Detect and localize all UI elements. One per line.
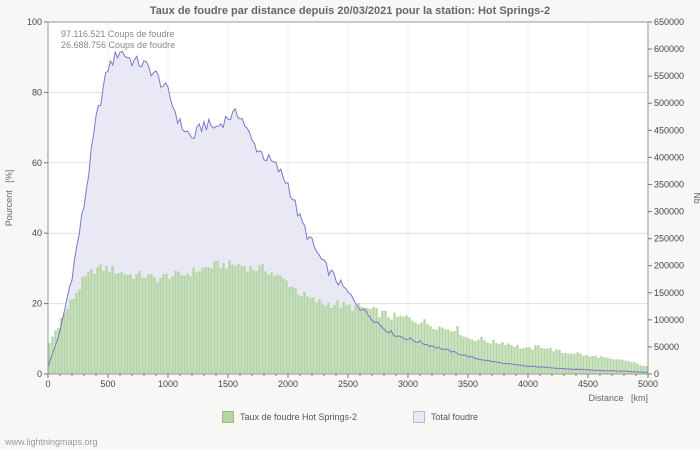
- svg-text:600000: 600000: [654, 44, 684, 54]
- svg-text:0: 0: [37, 369, 42, 379]
- svg-text:3500: 3500: [458, 379, 478, 389]
- svg-text:550000: 550000: [654, 71, 684, 81]
- annotation-line-2: 26.688.756 Coups de foudre: [61, 40, 176, 50]
- watermark: www.lightningmaps.org: [5, 437, 98, 447]
- svg-text:400000: 400000: [654, 152, 684, 162]
- svg-text:2500: 2500: [338, 379, 358, 389]
- svg-text:20: 20: [32, 299, 42, 309]
- svg-text:300000: 300000: [654, 207, 684, 217]
- svg-text:80: 80: [32, 87, 42, 97]
- svg-text:1000: 1000: [158, 379, 178, 389]
- legend-item-total: Total foudre: [413, 411, 478, 423]
- svg-text:650000: 650000: [654, 17, 684, 27]
- svg-text:100: 100: [27, 17, 42, 27]
- svg-text:0: 0: [654, 369, 659, 379]
- svg-text:40: 40: [32, 228, 42, 238]
- svg-text:1500: 1500: [218, 379, 238, 389]
- legend-label-total: Total foudre: [431, 412, 479, 422]
- legend-swatch-taux: [221, 411, 234, 423]
- chart-annotations: 97.116.521 Coups de foudre 26.688.756 Co…: [61, 29, 175, 51]
- legend: Taux de foudre Hot Springs-2 Total foudr…: [0, 411, 700, 423]
- legend-item-taux: Taux de foudre Hot Springs-2: [221, 411, 358, 423]
- y-left-axis-label: Pourcent [%]: [4, 170, 14, 227]
- legend-swatch-total: [413, 411, 426, 423]
- svg-text:5000: 5000: [638, 379, 658, 389]
- svg-text:4000: 4000: [518, 379, 538, 389]
- series-total-line: [47, 50, 649, 373]
- series-total-area: [48, 51, 648, 374]
- svg-text:500000: 500000: [654, 98, 684, 108]
- svg-text:50000: 50000: [654, 342, 679, 352]
- series-taux-bars: [48, 260, 648, 374]
- svg-text:3000: 3000: [398, 379, 418, 389]
- svg-text:450000: 450000: [654, 125, 684, 135]
- svg-text:500: 500: [100, 379, 115, 389]
- legend-label-taux: Taux de foudre Hot Springs-2: [239, 412, 358, 422]
- svg-text:150000: 150000: [654, 288, 684, 298]
- svg-text:250000: 250000: [654, 234, 684, 244]
- svg-text:100000: 100000: [654, 315, 684, 325]
- axis-ticks: 0 500 1000 1500 2000 2500 3000 3500 4000 4500 5000…: [27, 17, 684, 389]
- svg-text:200000: 200000: [654, 261, 684, 271]
- svg-text:0: 0: [45, 379, 50, 389]
- svg-text:350000: 350000: [654, 179, 684, 189]
- svg-text:4500: 4500: [578, 379, 598, 389]
- chart-title: Taux de foudre par distance depuis 20/03…: [149, 5, 551, 17]
- svg-text:2000: 2000: [278, 379, 298, 389]
- y-right-axis-label: Nb: [692, 192, 700, 204]
- annotation-line-1: 97.116.521 Coups de foudre: [61, 29, 175, 39]
- svg-text:60: 60: [32, 158, 42, 168]
- x-axis-label: Distance [km]: [588, 393, 648, 403]
- chart-plot: 0 500 1000 1500 2000 2500 3000 3500 4000 4500 5000…: [4, 17, 700, 403]
